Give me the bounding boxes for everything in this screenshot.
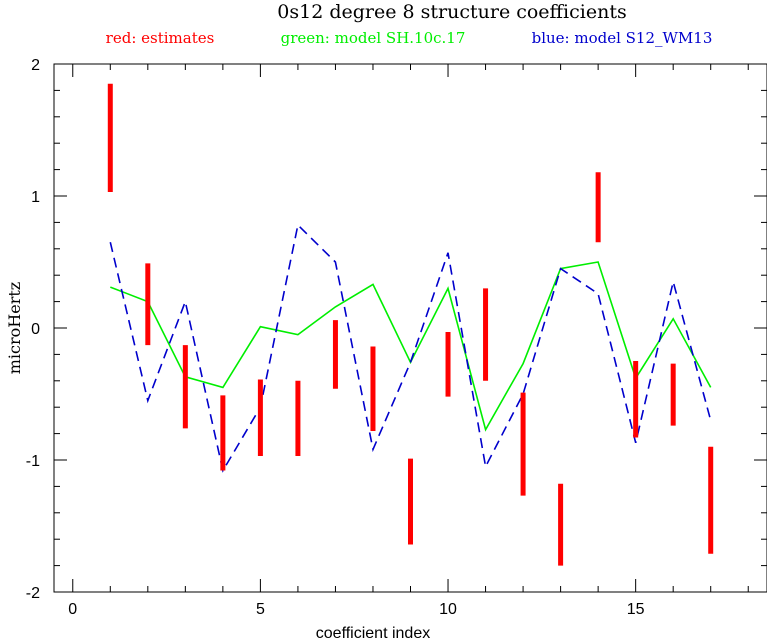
- x-tick-label: 10: [439, 601, 457, 618]
- x-tick-label: 15: [627, 601, 645, 618]
- series-line-s12wm13: [109, 223, 712, 473]
- y-tick-label: -1: [26, 453, 40, 470]
- y-axis: -2 -1 0 1 2: [26, 57, 767, 602]
- y-tick-label: 2: [31, 57, 40, 74]
- legend-estimates: red: estimates: [106, 29, 215, 47]
- x-axis: 0 5 10 15: [68, 64, 749, 618]
- y-tick-label: 0: [31, 321, 40, 338]
- x-axis-label: coefficient index: [316, 625, 430, 641]
- y-tick-label: -2: [26, 585, 40, 602]
- legend-model-sh10c17: green: model SH.10c.17: [281, 29, 466, 47]
- chart-title: 0s12 degree 8 structure coefficients: [277, 1, 626, 23]
- series-line-sh10c17: [110, 261, 712, 432]
- y-axis-label: microHertz: [5, 282, 24, 374]
- x-tick-label: 5: [256, 601, 265, 618]
- legend-model-s12wm13: blue: model S12_WM13: [532, 29, 713, 47]
- estimates-layer: [107, 83, 714, 566]
- x-tick-label: 0: [68, 601, 77, 618]
- y-tick-label: 1: [31, 189, 40, 206]
- series-layer: [109, 223, 712, 473]
